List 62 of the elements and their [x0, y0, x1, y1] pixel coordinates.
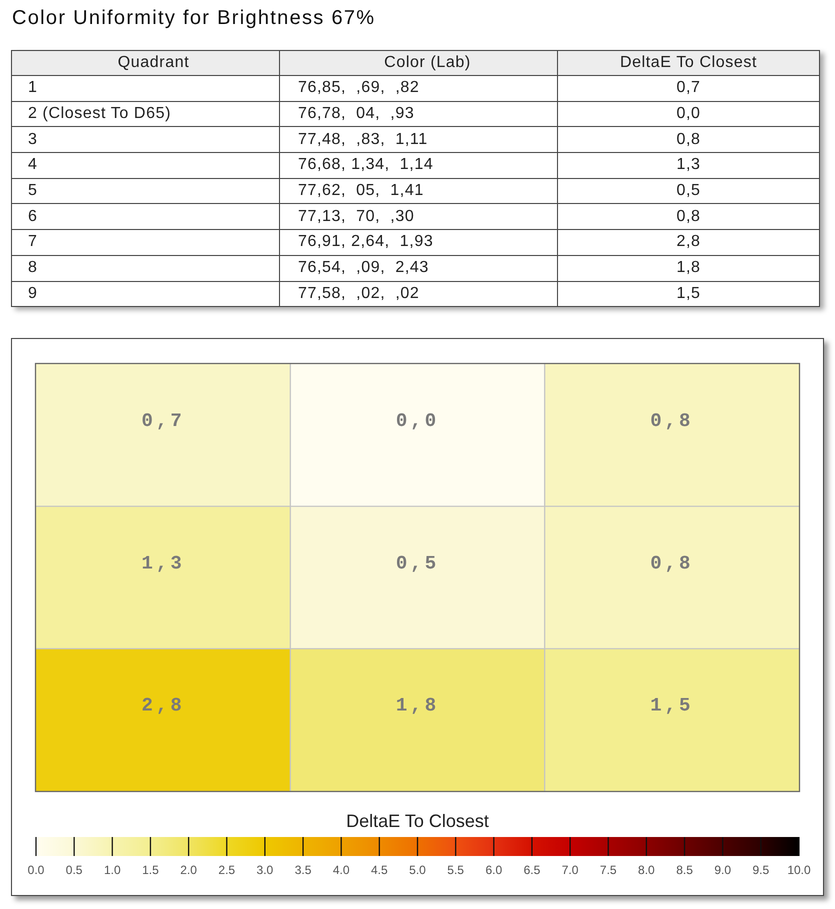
color-bar-title: DeltaE To Closest	[346, 811, 489, 831]
text: 77,13, 70, ,30	[298, 208, 414, 225]
text: 76,91, 2,64, 1,93	[298, 233, 434, 250]
text: 2 (Closest To D65)	[28, 105, 172, 122]
color-bar-label: 1.5	[142, 863, 160, 877]
text: 0,0	[676, 105, 701, 122]
text: 77,48, ,83, 1,11	[298, 130, 428, 148]
text: 5	[28, 182, 38, 200]
text: 0,5	[676, 182, 701, 200]
text: 76,54, ,09, 2,43	[298, 259, 429, 276]
text: 4	[28, 156, 38, 174]
text: 8	[28, 259, 38, 276]
data-label: 0,0	[396, 410, 440, 432]
data-label: 0,5	[396, 552, 440, 574]
text: 77,58, ,02, ,02	[298, 284, 420, 302]
data-label: 1,5	[650, 694, 694, 717]
text: DeltaE To Closest	[620, 54, 758, 71]
text: 1	[28, 79, 38, 96]
color-bar-label: 2.0	[180, 863, 198, 877]
text: 0,7	[676, 79, 701, 96]
data-label: 0,7	[142, 410, 185, 432]
data-label: 1,8	[396, 694, 440, 717]
color-bar-label: 5.5	[447, 863, 464, 877]
color-bar-label: 9.5	[752, 863, 770, 877]
color-bar-label: 5.0	[409, 863, 426, 877]
color-bar-label: 0.0	[28, 863, 45, 877]
color-bar-label: 6.5	[524, 863, 541, 877]
data-label: 0,8	[650, 552, 694, 574]
color-bar-label: 9.0	[714, 863, 732, 877]
text: 7	[28, 233, 38, 250]
color-bar-label: 0.5	[66, 863, 83, 877]
text: 9	[28, 284, 38, 302]
text: 1,8	[676, 259, 701, 276]
text: 0,8	[676, 130, 701, 148]
color-bar-label: 4.5	[371, 863, 388, 877]
color-bar-label: 7.0	[562, 863, 579, 877]
color-bar-label: 7.5	[600, 863, 617, 877]
text: 1,5	[676, 284, 701, 302]
color-bar-label: 8.0	[638, 863, 656, 877]
data-label: 1,3	[142, 552, 185, 574]
text: 6	[28, 208, 38, 225]
text: 76,78, 04, ,93	[298, 105, 414, 122]
text: 76,68, 1,34, 1,14	[298, 156, 434, 174]
color-bar-label: 1.0	[104, 863, 121, 877]
color-bar-label: 8.5	[676, 863, 694, 877]
text: 0,8	[676, 208, 701, 225]
text: 77,62, 05, 1,41	[298, 182, 424, 200]
text: Color Uniformity for Brightness 67%	[12, 7, 376, 29]
color-bar-label: 4.0	[332, 863, 350, 877]
text: 1,3	[676, 156, 701, 174]
color-bar-label: 2.5	[218, 863, 236, 877]
data-label: 2,8	[142, 694, 185, 717]
text: 2,8	[676, 233, 701, 250]
color-bar-label: 10.0	[787, 863, 811, 877]
text: 76,85, ,69, ,82	[298, 79, 420, 96]
color-bar-label: 3.5	[294, 863, 312, 877]
color-bar-label: 6.0	[485, 863, 502, 877]
color-bar-label: 3.0	[256, 863, 274, 877]
text: Quadrant	[118, 54, 190, 71]
text: Color (Lab)	[384, 54, 471, 71]
data-label: 0,8	[650, 410, 694, 432]
text: 3	[28, 130, 38, 148]
